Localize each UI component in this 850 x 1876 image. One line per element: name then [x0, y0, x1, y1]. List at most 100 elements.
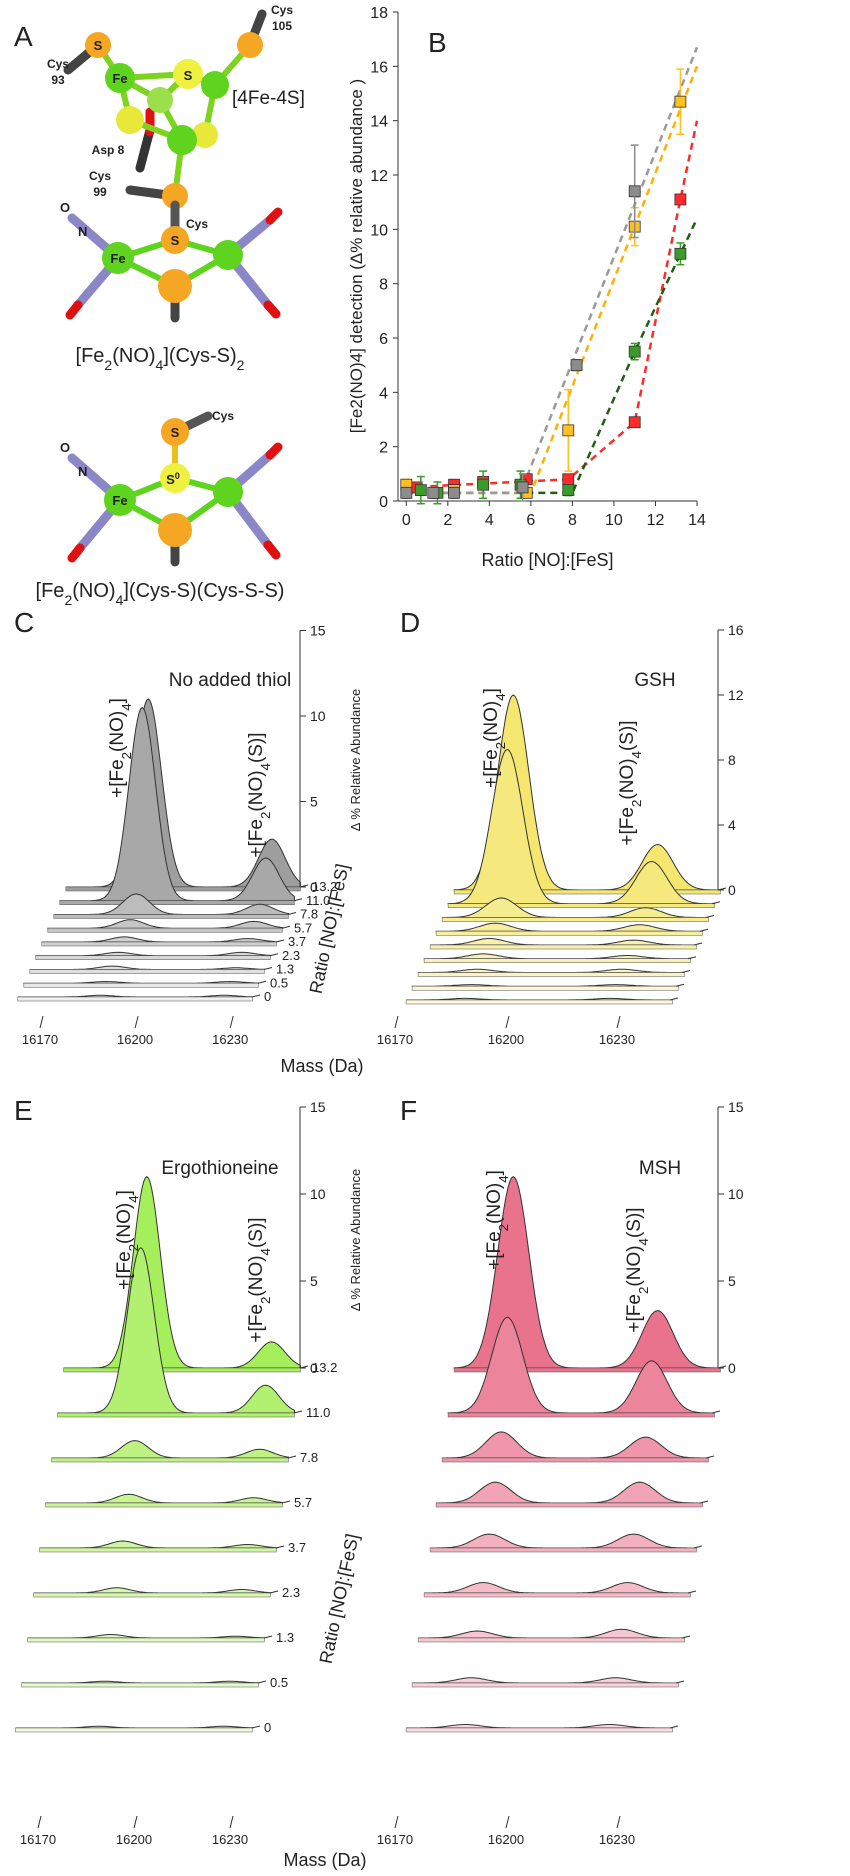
trace-slab [411, 1682, 679, 1688]
trace [435, 922, 703, 932]
marker [427, 486, 440, 499]
trace-slab [453, 889, 721, 895]
marker [448, 486, 460, 499]
trace [418, 968, 685, 973]
ratio-tick [287, 1455, 297, 1459]
x-tick [394, 1815, 399, 1829]
text-part: ] [107, 698, 128, 703]
ratio-tick [275, 1545, 285, 1549]
y-tick-label: 16 [370, 59, 388, 76]
trace [41, 936, 277, 943]
residue-label: Cys [212, 409, 234, 423]
trace-slab [405, 999, 673, 1005]
residue-label: Cys [89, 169, 111, 183]
marker [562, 424, 575, 437]
ratio-tick [693, 942, 703, 946]
atom [162, 183, 188, 209]
peak-label: +[Fe2(NO)4] [107, 698, 134, 798]
y-tick-label: 5 [310, 794, 318, 810]
x-tick [394, 1015, 399, 1029]
ratio-tick [675, 983, 685, 987]
text-part: +[Fe [114, 1251, 135, 1290]
text-part: 2 [258, 1297, 273, 1304]
ratio-tick [269, 953, 279, 957]
text-part: 4 [119, 703, 134, 710]
trace [59, 706, 295, 902]
text-part: (NO) [114, 1203, 135, 1244]
y-tick-label: 14 [370, 114, 388, 131]
ratio-tick [257, 1680, 267, 1684]
trace-slab [411, 986, 679, 991]
caption: [Fe2(NO)4](Cys-S)2 [76, 345, 245, 373]
ratio-tick [293, 898, 303, 902]
trace-slab [423, 958, 691, 963]
atom [147, 87, 173, 113]
atom-label: S [184, 68, 193, 83]
trace [21, 1680, 259, 1684]
dinitrosyl-structure [65, 200, 283, 323]
residue-label: Cys [271, 3, 293, 17]
text-part: 2 [104, 357, 112, 373]
trace [412, 1677, 679, 1684]
trace-slab [441, 1457, 709, 1463]
x-tick [229, 1015, 234, 1029]
ratio-tick [699, 1500, 709, 1504]
text-part: (NO) [484, 1183, 505, 1224]
x-tick-label: 14 [688, 512, 706, 529]
residue-label: 99 [93, 185, 107, 199]
trace [418, 1628, 685, 1639]
text-part: [Fe [36, 580, 65, 602]
trace-slab [435, 931, 703, 936]
trace-slab [23, 983, 259, 988]
y-tick-label: 12 [370, 168, 388, 185]
marker [674, 193, 687, 206]
text-part: 4 [636, 1238, 651, 1245]
text-part: 4 [156, 357, 164, 373]
x-axis-label: Mass (Da) [280, 1056, 363, 1076]
trace-slab [417, 1637, 685, 1643]
panel-label: F [400, 1095, 417, 1126]
y-tick-label: 2 [379, 440, 388, 457]
residue-label: Cys [186, 217, 208, 231]
trace [430, 938, 697, 946]
trace-slab [17, 996, 253, 1002]
trace-slab [441, 917, 709, 922]
atom-label: S [171, 425, 180, 440]
ratio-tick [275, 939, 285, 943]
text-part: (NO) [246, 770, 267, 811]
atom-label: Fe [112, 71, 127, 86]
trace-slab [435, 1502, 703, 1508]
ratio-tick [263, 1635, 273, 1639]
residue-label: 93 [51, 73, 65, 87]
y-tick-label: 18 [370, 5, 388, 22]
trend-line [406, 65, 699, 495]
marker [628, 416, 641, 429]
y-tick-label: 5 [310, 1273, 318, 1289]
panel-title: MSH [639, 1158, 681, 1179]
x-tick-label: 2 [443, 512, 452, 529]
residue-label: 105 [272, 19, 292, 33]
text-part: 4 [116, 592, 124, 608]
trace-slab [51, 1457, 289, 1463]
marker [674, 95, 687, 108]
y-tick-label: 4 [728, 817, 736, 833]
trace-slab [65, 886, 301, 892]
ratio-label: 7.8 [300, 907, 318, 922]
y-tick-label: 10 [310, 708, 326, 724]
ratio-tick [293, 1410, 303, 1414]
marker [562, 484, 575, 497]
ratio-label: 2.3 [282, 948, 300, 963]
text-part: (NO) [617, 758, 638, 799]
y-tick-label: 12 [728, 687, 744, 703]
y-tick-label: 0 [310, 1360, 318, 1376]
x-tick [616, 1815, 621, 1829]
y-tick-label: 0 [728, 882, 736, 898]
marker [570, 359, 583, 372]
ratio-label: 3.7 [288, 1540, 306, 1555]
ratio-tick [251, 994, 261, 998]
trace-slab [57, 1412, 295, 1418]
ratio-axis-label: Ratio [NO]:[FeS] [316, 1532, 363, 1665]
peak-label: +[Fe2(NO)4] [114, 1190, 141, 1290]
text-part: +[Fe [617, 807, 638, 846]
